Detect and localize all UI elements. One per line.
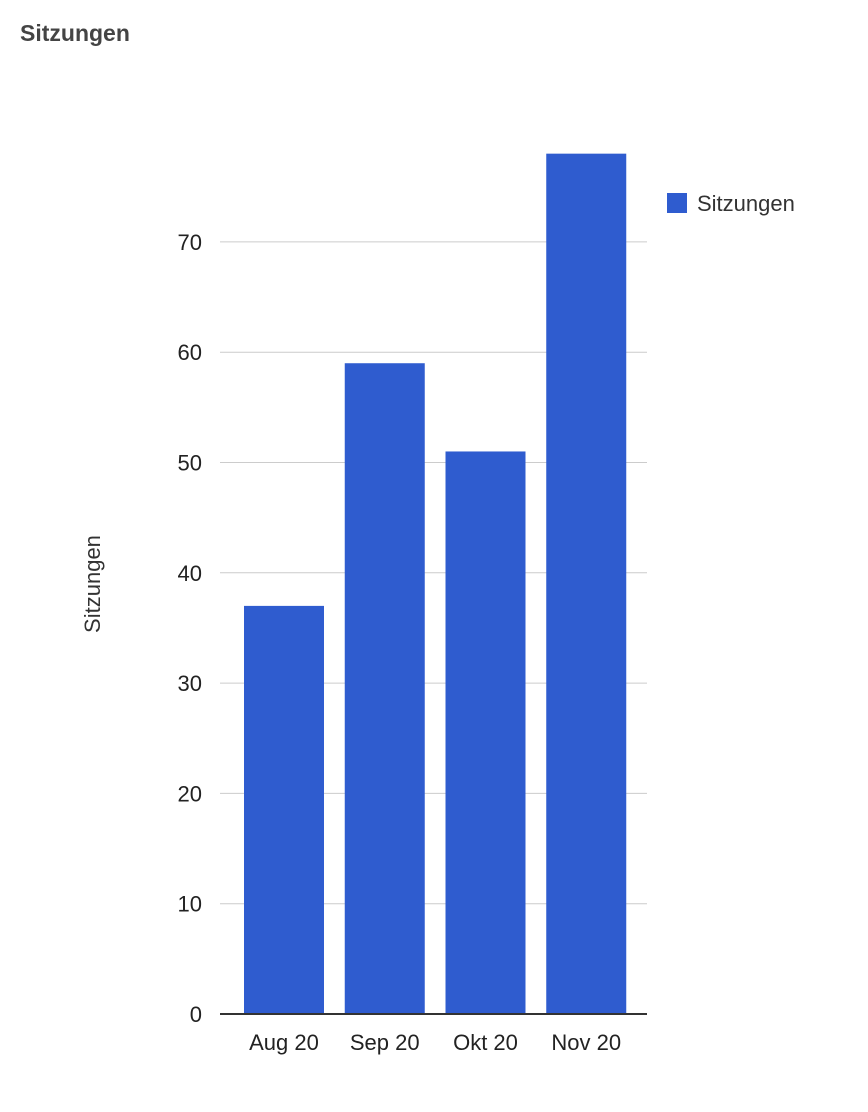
bar xyxy=(445,451,526,1015)
y-tick-label: 60 xyxy=(178,340,202,365)
x-tick-label: Nov 20 xyxy=(551,1030,621,1055)
x-tick-label: Okt 20 xyxy=(453,1030,518,1055)
bar xyxy=(244,605,324,1014)
y-tick-label: 10 xyxy=(178,892,202,917)
x-tick-label: Sep 20 xyxy=(350,1030,420,1055)
x-tick-label: Aug 20 xyxy=(249,1030,319,1055)
y-tick-labels: 0 10 20 30 40 50 60 70 xyxy=(178,230,202,1027)
y-tick-label: 40 xyxy=(178,561,202,586)
y-axis-label: Sitzungen xyxy=(80,535,105,633)
y-tick-label: 20 xyxy=(178,781,202,806)
legend-label: Sitzungen xyxy=(697,191,795,216)
chart-title: Sitzungen xyxy=(20,20,130,46)
bar xyxy=(546,153,627,1014)
legend: Sitzungen xyxy=(667,191,795,216)
legend-swatch xyxy=(667,193,687,213)
y-tick-label: 0 xyxy=(190,1002,202,1027)
y-tick-label: 70 xyxy=(178,230,202,255)
x-tick-labels: Aug 20 Sep 20 Okt 20 Nov 20 xyxy=(249,1030,621,1055)
bar xyxy=(344,363,425,1015)
y-tick-label: 50 xyxy=(178,451,202,476)
y-tick-label: 30 xyxy=(178,671,202,696)
bars xyxy=(244,153,627,1015)
